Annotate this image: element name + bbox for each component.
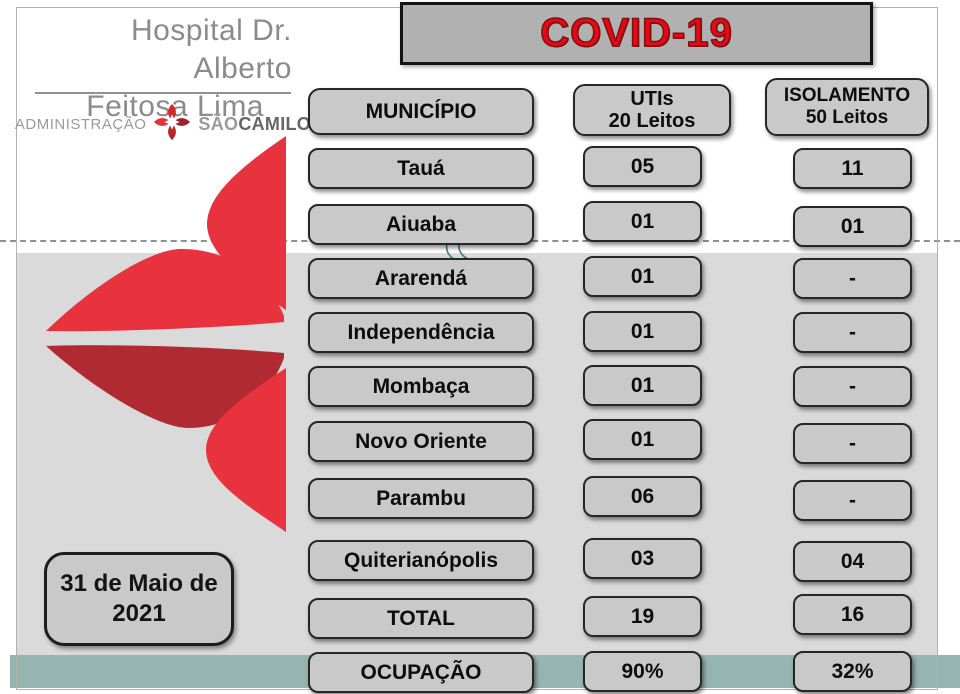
utis-cell: 05 (583, 146, 702, 187)
municipio-cell: Parambu (308, 478, 534, 519)
hospital-name-line1: Hospital Dr. Alberto (130, 14, 292, 85)
municipio-cell: Aiuaba (308, 204, 534, 245)
header-utis-line2: 20 Leitos (608, 110, 696, 132)
isolamento-cell: - (793, 366, 912, 407)
hospital-name-line2: Feitosa Lima (86, 90, 264, 123)
header-isolamento-line2: 50 Leitos (805, 107, 889, 128)
header-isolamento-line1: ISOLAMENTO (783, 85, 911, 106)
municipio-ocupacao-cell: OCUPAÇÃO (308, 652, 534, 693)
sao-camilo-brand: ADMINISTRAÇÃO SÃOCAMILO (15, 103, 311, 146)
utis-cell: 01 (583, 419, 702, 460)
municipio-cell: Independência (308, 312, 534, 353)
isolamento-cell: 04 (793, 541, 912, 582)
administracao-label: ADMINISTRAÇÃO (14, 115, 147, 133)
report-date-box: 31 de Maio de 2021 (44, 552, 234, 646)
brand-camilo: CAMILO (238, 113, 312, 134)
covid-banner-title: COVID-19 (540, 10, 733, 56)
header-utis-line1: UTIs (630, 88, 674, 110)
municipio-cell: Quiterianópolis (308, 540, 534, 581)
report-date-line1: 31 de Maio de (60, 570, 218, 597)
utis-cell: 01 (583, 365, 702, 406)
covid-banner: COVID-19 (400, 2, 873, 65)
header-municipio: MUNICÍPIO (308, 88, 534, 135)
isolamento-cell: 11 (793, 148, 912, 189)
header-utis: UTIs 20 Leitos (573, 84, 731, 136)
municipio-cell: Novo Oriente (308, 421, 534, 462)
report-date-line2: 2021 (112, 600, 166, 627)
utis-cell: 01 (583, 256, 702, 297)
utis-cell: 01 (583, 201, 702, 242)
brand-sao: SÃO (198, 113, 239, 134)
header-isolamento: ISOLAMENTO 50 Leitos (765, 78, 929, 136)
isolamento-cell: - (793, 423, 912, 464)
isolamento-cell: 01 (793, 206, 912, 247)
header-divider-rule (35, 92, 291, 94)
utis-ocupacao-cell: 90% (583, 651, 702, 692)
municipio-cell: Mombaça (308, 366, 534, 407)
red-flower-motif (46, 136, 286, 532)
sao-camilo-cross-icon (153, 103, 191, 146)
isolamento-cell: - (793, 480, 912, 521)
header-municipio-label: MUNICÍPIO (365, 99, 477, 123)
municipio-total-cell: TOTAL (308, 598, 534, 639)
isolamento-total-cell: 16 (793, 594, 912, 635)
isolamento-cell: - (793, 312, 912, 353)
brand-name: SÃOCAMILO (198, 114, 311, 135)
isolamento-ocupacao-cell: 32% (793, 651, 912, 692)
municipio-cell: Tauá (308, 148, 534, 189)
utis-cell: 06 (583, 476, 702, 517)
utis-cell: 03 (583, 538, 702, 579)
utis-cell: 01 (583, 311, 702, 352)
municipio-cell: Ararendá (308, 258, 534, 299)
hospital-name: Hospital Dr. Alberto Feitosa Lima (30, 12, 292, 126)
utis-total-cell: 19 (583, 596, 702, 637)
isolamento-cell: - (793, 258, 912, 299)
